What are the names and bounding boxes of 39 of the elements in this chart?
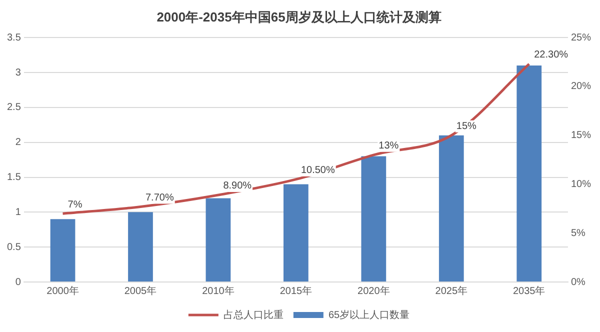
y-tick-label: 0.5 — [6, 242, 22, 253]
x-tick-label: 2005年 — [124, 284, 157, 297]
y2-tick-label: 10% — [570, 178, 592, 190]
y2-tick-label: 0% — [570, 276, 586, 288]
data-label: 22.30% — [534, 50, 568, 61]
data-label: 13% — [378, 140, 399, 152]
bar — [50, 219, 76, 282]
line-series — [62, 62, 530, 215]
bar — [206, 198, 231, 282]
x-tick-label: 2035年 — [512, 284, 546, 297]
x-tick-label: 2025年 — [435, 284, 468, 297]
y-tick-label: 0 — [15, 276, 22, 288]
legend-label: 65岁以上人口数量 — [328, 308, 410, 321]
bar — [284, 184, 308, 282]
bar — [361, 156, 386, 282]
data-label: 7.70% — [145, 192, 174, 204]
y-tick-label: 3 — [15, 67, 22, 78]
x-tick-label: 2020年 — [358, 284, 390, 297]
x-tick-label: 2015年 — [280, 284, 312, 297]
y2-tick-label: 5% — [570, 228, 586, 239]
y-tick-label: 2.5 — [6, 102, 22, 114]
data-label: 8.90% — [223, 180, 252, 192]
data-label: 15% — [456, 121, 477, 132]
chart-title: 2000年-2035年中国65周岁及以上人口统计及测算 — [156, 9, 442, 24]
y-tick-label: 1.5 — [6, 172, 22, 184]
data-label: 10.50% — [300, 165, 335, 176]
x-tick-label: 2010年 — [202, 284, 234, 297]
legend-label: 占总人口比重 — [223, 308, 284, 321]
y2-tick-label: 20% — [570, 81, 592, 92]
y2-tick-label: 25% — [570, 32, 592, 44]
y-tick-label: 1 — [15, 206, 22, 218]
y2-tick-label: 15% — [570, 130, 592, 142]
bar — [516, 66, 542, 282]
bar — [438, 135, 464, 282]
x-tick-label: 2000年 — [46, 284, 79, 297]
y-tick-label: 2 — [15, 137, 22, 148]
bar — [128, 212, 153, 282]
data-label: 7% — [68, 199, 82, 210]
y-tick-label: 3.5 — [6, 32, 22, 44]
